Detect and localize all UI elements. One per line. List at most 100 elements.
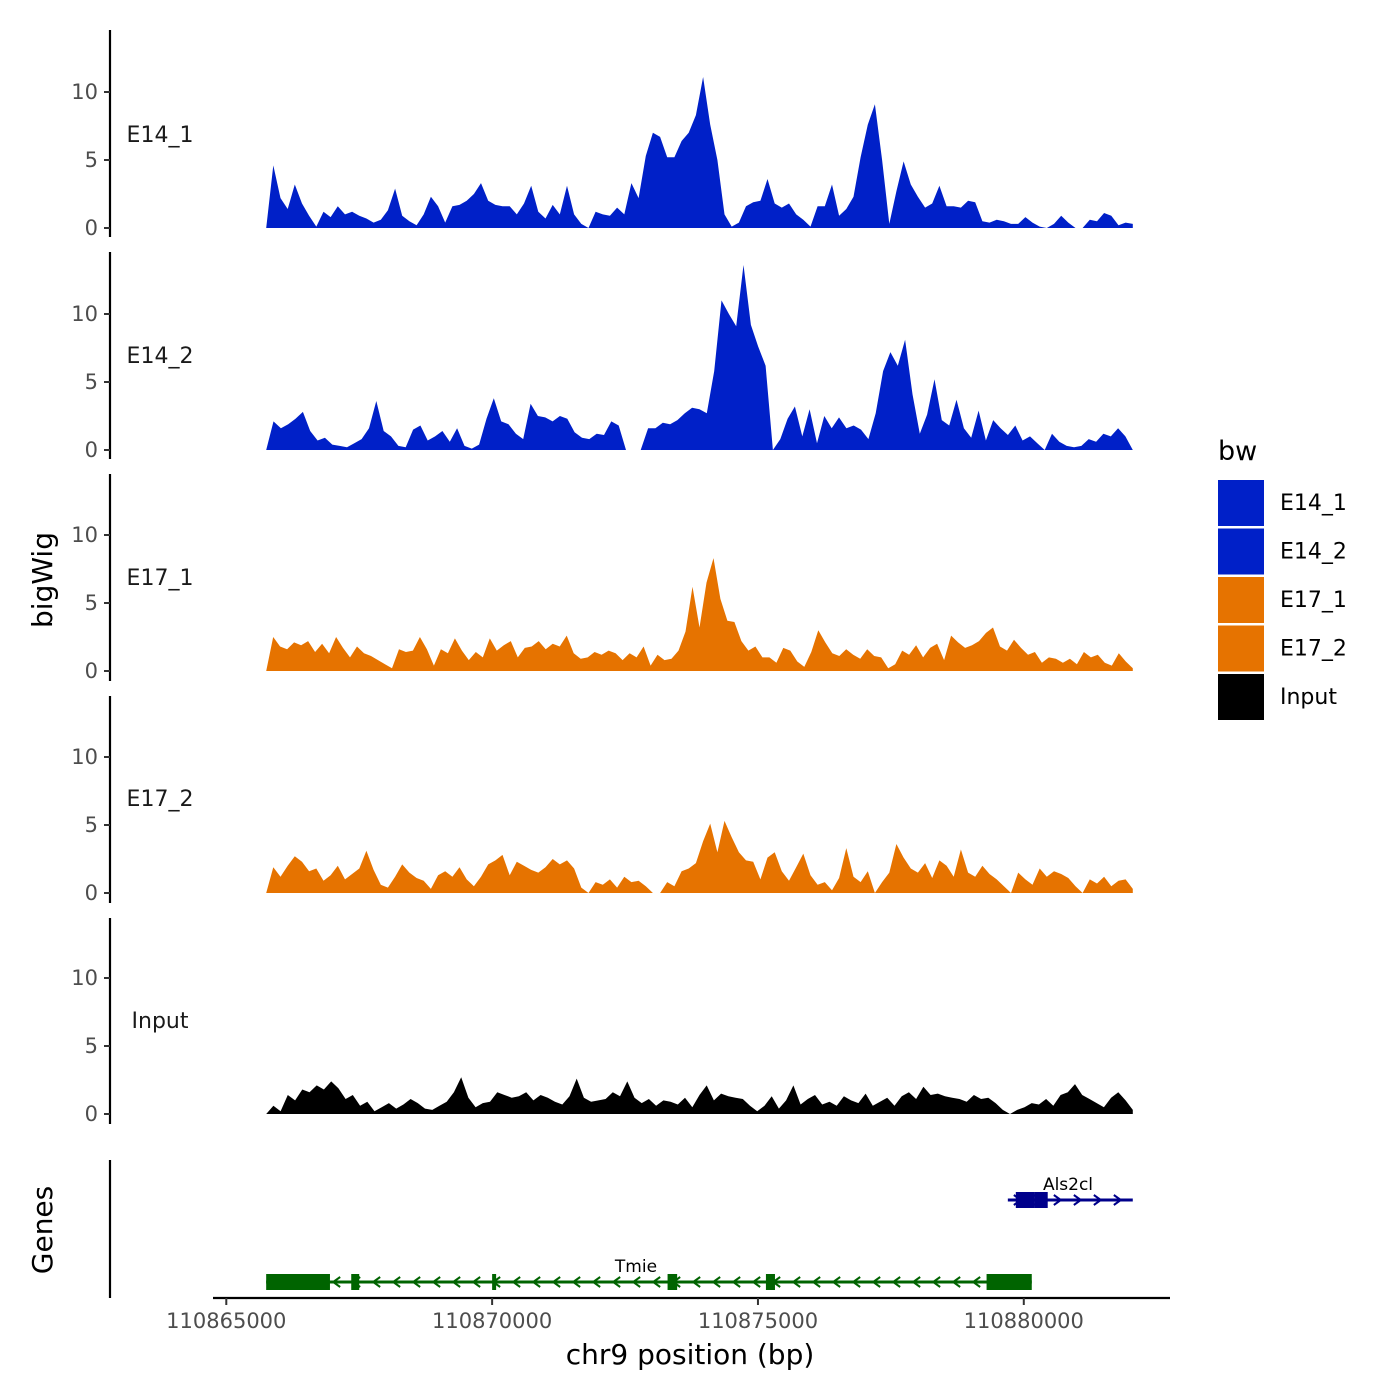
strand-arrow	[691, 1276, 701, 1288]
y-tick-label: 10	[71, 966, 98, 990]
strand-arrow	[591, 1276, 601, 1288]
strand-arrow	[831, 1276, 841, 1288]
legend-label: Input	[1280, 685, 1337, 710]
legend-item-e17-2: E17_2	[1218, 625, 1347, 672]
y-tick-label: 0	[85, 659, 98, 683]
strand-arrow	[371, 1276, 381, 1288]
y-tick-label: 5	[85, 370, 98, 394]
x-tick-label: 110870000	[432, 1309, 552, 1333]
y-tick-label: 0	[85, 1102, 98, 1126]
legend-item-e14-2: E14_2	[1218, 528, 1347, 575]
legend-swatch	[1218, 625, 1264, 672]
gene-label: Tmie	[614, 1257, 657, 1277]
strand-arrow	[391, 1276, 401, 1288]
strand-arrow	[931, 1276, 941, 1288]
track-label: E17_2	[127, 787, 194, 812]
legend-label: E17_2	[1280, 637, 1347, 662]
legend-swatch	[1218, 480, 1264, 526]
strand-arrow	[651, 1276, 661, 1288]
strand-arrow	[631, 1276, 641, 1288]
exon	[1034, 1192, 1048, 1208]
track-e17-2: 0 5 10 E17_2	[71, 696, 1133, 905]
y-tick-label: 0	[85, 881, 98, 905]
x-tick-label: 110880000	[964, 1309, 1084, 1333]
strand-arrow	[511, 1276, 521, 1288]
strand-arrow	[331, 1276, 341, 1288]
strand-arrow	[611, 1276, 621, 1288]
legend-label: E17_1	[1280, 588, 1347, 613]
strand-arrow	[471, 1276, 481, 1288]
signal-area-e14-1	[266, 77, 1133, 228]
gene-track: Tmie Als2cl	[108, 1160, 1133, 1298]
legend-item-input: Input	[1218, 674, 1337, 720]
exon	[986, 1274, 1032, 1290]
strand-arrow	[791, 1276, 801, 1288]
track-label: E14_1	[127, 123, 194, 148]
strand-arrow	[971, 1276, 981, 1288]
strand-arrow	[751, 1276, 761, 1288]
strand-arrow	[1113, 1194, 1123, 1206]
y-tick-label: 5	[85, 1034, 98, 1058]
y-tick-label: 10	[71, 523, 98, 547]
track-label: E14_2	[127, 344, 194, 369]
x-tick-label: 110875000	[698, 1309, 818, 1333]
y-tick-label: 5	[85, 813, 98, 837]
strand-arrow	[531, 1276, 541, 1288]
signal-area-e17-2	[266, 820, 1133, 893]
strand-arrow	[571, 1276, 581, 1288]
signal-area-e17-1	[266, 558, 1133, 671]
signal-tracks: 0 5 10 E14_1 0 5 10 E14_2 0 5 10 E17_1 0 5 10 E17_2 0 5 10…	[71, 30, 1133, 1126]
y-tick-label: 0	[85, 216, 98, 240]
exon	[667, 1274, 678, 1290]
legend-swatch	[1218, 577, 1264, 623]
exon	[1015, 1192, 1035, 1208]
signal-area-e14-2	[266, 265, 1133, 450]
signal-area-input	[266, 1077, 1133, 1114]
y-tick-label: 5	[85, 591, 98, 615]
exon	[266, 1274, 330, 1290]
strand-arrow	[911, 1276, 921, 1288]
strand-arrow	[951, 1276, 961, 1288]
y-tick-label: 10	[71, 745, 98, 769]
x-tick-label: 110865000	[166, 1309, 286, 1333]
strand-arrow	[411, 1276, 421, 1288]
track-input: 0 5 10 Input	[71, 918, 1133, 1126]
track-label: Input	[132, 1009, 189, 1034]
exon	[492, 1274, 497, 1290]
strand-arrow	[811, 1276, 821, 1288]
legend-item-e14-1: E14_1	[1218, 480, 1347, 526]
legend-item-e17-1: E17_1	[1218, 577, 1347, 623]
strand-arrow	[551, 1276, 561, 1288]
strand-arrow	[1053, 1194, 1063, 1206]
legend: bw E14_1 E14_2 E17_1 E17_2 Input	[1218, 436, 1347, 720]
track-label: E17_1	[127, 566, 194, 591]
strand-arrow	[851, 1276, 861, 1288]
strand-arrow	[871, 1276, 881, 1288]
y-tick-label: 10	[71, 80, 98, 104]
gene-als2cl: Als2cl	[1007, 1175, 1133, 1208]
legend-swatch	[1218, 528, 1264, 575]
y-tick-label: 10	[71, 302, 98, 326]
x-axis-title: chr9 position (bp)	[566, 1338, 815, 1371]
strand-arrow	[431, 1276, 441, 1288]
y-tick-label: 0	[85, 438, 98, 462]
y-axis-title: bigWig	[26, 532, 59, 628]
strand-arrow	[891, 1276, 901, 1288]
x-axis: 110865000 110870000 110875000 110880000	[166, 1296, 1170, 1333]
strand-arrow	[711, 1276, 721, 1288]
strand-arrow	[451, 1276, 461, 1288]
exon	[765, 1274, 775, 1290]
gene-tmie: Tmie	[266, 1257, 1032, 1290]
legend-label: E14_2	[1280, 540, 1347, 565]
track-e14-2: 0 5 10 E14_2	[71, 252, 1133, 462]
legend-label: E14_1	[1280, 491, 1347, 516]
strand-arrow	[731, 1276, 741, 1288]
track-e17-1: 0 5 10 E17_1	[71, 474, 1133, 683]
track-e14-1: 0 5 10 E14_1	[71, 30, 1133, 240]
strand-arrow	[1093, 1194, 1103, 1206]
y-tick-label: 5	[85, 148, 98, 172]
strand-arrow	[1073, 1194, 1083, 1206]
exon	[351, 1274, 360, 1290]
gene-label: Als2cl	[1043, 1175, 1093, 1195]
